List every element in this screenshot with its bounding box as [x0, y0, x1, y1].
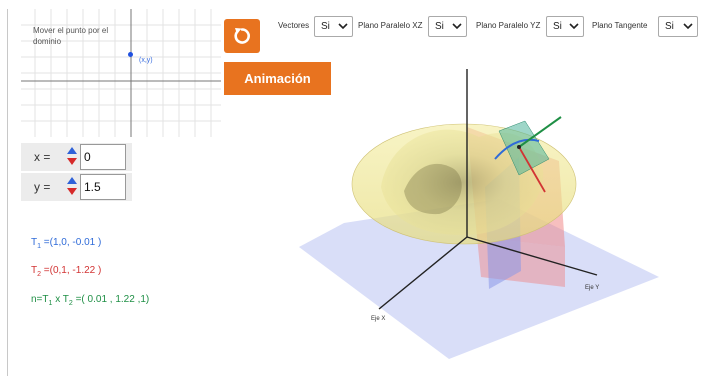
tangent-plane — [498, 120, 550, 176]
t1-vector — [494, 138, 540, 160]
x-axis-label: Eje X — [371, 316, 385, 322]
t2-sub: 2 — [37, 271, 42, 278]
t1-name: T — [31, 237, 38, 248]
y-spinner[interactable] — [66, 177, 78, 197]
surface-point — [517, 145, 521, 149]
decrement-arrow-icon[interactable] — [67, 158, 77, 165]
plane-yz-select-value: Si — [553, 21, 562, 32]
x-input[interactable] — [80, 144, 126, 170]
surface-dark-fold — [404, 163, 462, 215]
reset-icon — [234, 28, 250, 44]
t2-equation: T2 =(0,1, -1.22 ) — [31, 265, 101, 278]
y-label: y = — [34, 180, 51, 194]
frame-top — [0, 0, 706, 9]
x-spinner[interactable] — [66, 147, 78, 167]
increment-arrow-icon[interactable] — [67, 177, 77, 184]
domain-graph[interactable]: Mover el punto por el dominio (x,y) — [21, 9, 221, 137]
domain-point-label: (x,y) — [139, 57, 153, 64]
normal-equation: n=T1 x T2 =( 0.01 , 1.22 ,1) — [31, 294, 149, 307]
plane-xz-select[interactable]: Si — [428, 16, 467, 37]
t1-sub: 1 — [37, 243, 42, 250]
vectors-select-value: Si — [321, 21, 330, 32]
t2-vector — [518, 146, 546, 193]
vectors-label: Vectores — [278, 21, 310, 30]
chevron-down-icon — [452, 23, 462, 30]
vectors-select[interactable]: Si — [314, 16, 353, 37]
plane-yz-label: Plano Paralelo YZ — [476, 21, 541, 30]
n-value: =( 0.01 , 1.22 ,1) — [72, 294, 150, 305]
t1-value: =(1,0, -0.01 ) — [41, 237, 102, 248]
y-input-row: y = — [21, 173, 132, 201]
chevron-down-icon — [683, 23, 693, 30]
y-input[interactable] — [80, 174, 126, 200]
normal-vector — [518, 116, 562, 148]
n-mid: x T — [52, 294, 69, 305]
y-axis — [466, 236, 598, 276]
tangent-plane-select[interactable]: Si — [658, 16, 698, 37]
domain-title-line2: dominio — [33, 37, 62, 46]
y-axis-label: Eje Y — [585, 285, 599, 291]
domain-title: Mover el punto por el dominio — [33, 25, 143, 47]
tangent-plane-label: Plano Tangente — [592, 21, 648, 30]
plane-xz-label: Plano Paralelo XZ — [358, 21, 423, 30]
domain-draggable-point[interactable] — [128, 52, 133, 57]
tangent-plane-select-value: Si — [665, 21, 674, 32]
chevron-down-icon — [569, 23, 579, 30]
t2-value: =(0,1, -1.22 ) — [41, 265, 102, 276]
reset-button[interactable] — [224, 19, 260, 53]
n-sub1: 1 — [48, 300, 53, 307]
t2-name: T — [31, 265, 38, 276]
chevron-down-icon — [338, 23, 348, 30]
t1-equation: T1 =(1,0, -0.01 ) — [31, 237, 101, 250]
surface-3d-view[interactable]: Eje X Eje Y — [9, 9, 706, 376]
decrement-arrow-icon[interactable] — [67, 188, 77, 195]
x-input-row: x = — [21, 143, 132, 171]
domain-title-line1: Mover el punto por el — [33, 26, 109, 35]
plane-xz-select-value: Si — [435, 21, 444, 32]
x-label: x = — [34, 150, 51, 164]
frame-left-border — [0, 9, 8, 376]
n-prefix: n=T — [31, 294, 49, 305]
app-canvas: Eje X Eje Y Mover el punto por el domini… — [9, 9, 706, 376]
surface-inner-shade — [381, 129, 544, 235]
increment-arrow-icon[interactable] — [67, 147, 77, 154]
plane-yz-select[interactable]: Si — [546, 16, 584, 37]
domain-grid — [21, 9, 221, 137]
x-axis — [378, 236, 468, 310]
xy-plane — [299, 199, 659, 359]
animation-button[interactable]: Animación — [224, 62, 331, 95]
n-sub2: 2 — [68, 300, 73, 307]
